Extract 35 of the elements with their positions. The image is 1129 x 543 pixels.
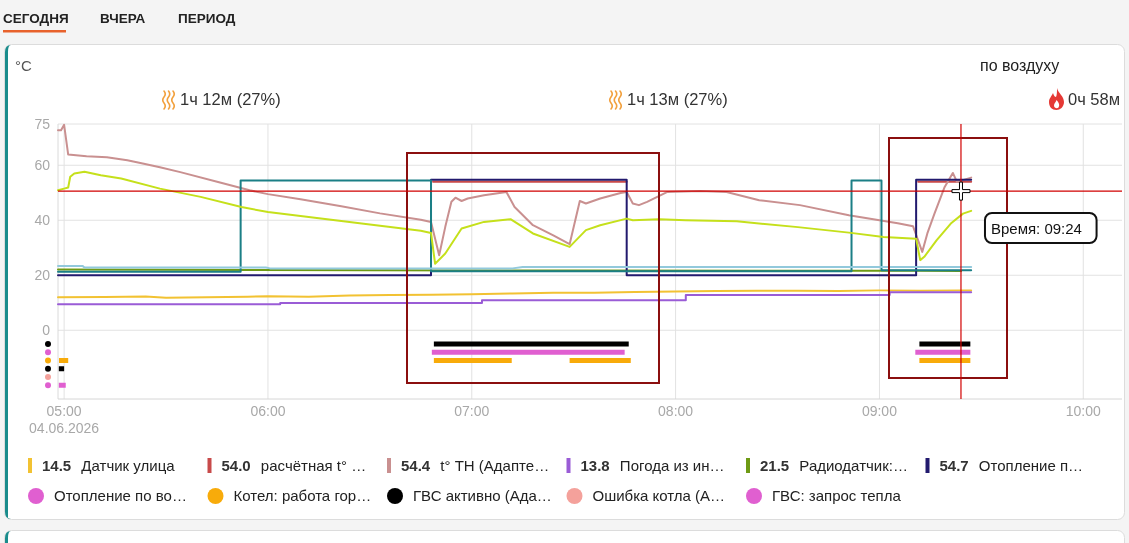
legend-label: ГВС: запрос тепла — [772, 487, 902, 504]
y-axis-title: °C — [15, 57, 32, 74]
x-tick-label: 09:00 — [861, 403, 898, 419]
y-tick-label: 40 — [34, 212, 51, 229]
legend-label: 54.4 t° ТН (Адапте… — [401, 457, 550, 474]
legend-label: 21.5 Радиодатчик:… — [760, 457, 908, 474]
legend-label: 14.5 Датчик улица — [42, 457, 176, 474]
y-tick-label: 20 — [34, 267, 51, 284]
x-tick-label: 05:00 — [46, 403, 82, 419]
legend-label: 13.8 Погода из ин… — [580, 457, 725, 474]
legend-label: 54.0 расчётная t° … — [221, 457, 367, 474]
x-tick-label: 08:00 — [658, 403, 694, 419]
line-series — [57, 170, 973, 265]
text: 0ч 58м — [1068, 90, 1121, 108]
y-tick-label: 75 — [34, 116, 51, 132]
text: ВЧЕРА — [100, 11, 146, 26]
text: 1ч 12м (27%) — [180, 90, 281, 108]
legend-label: 54.7 Отопление п… — [939, 457, 1084, 474]
y-tick-label: 0 — [42, 322, 51, 339]
x-tick-label: 10:00 — [1065, 403, 1101, 419]
y-tick-label: 60 — [34, 157, 51, 174]
legend-label: Котел: работа гор… — [233, 487, 372, 504]
line-series — [57, 289, 973, 299]
ref-line-label: Время: 09:24 — [990, 219, 1082, 237]
line-series — [57, 123, 973, 257]
text: 1ч 13м (27%) — [627, 90, 728, 108]
legend-label: Ошибка котла (А… — [592, 487, 726, 504]
text: ПЕРИОД — [178, 11, 236, 26]
text: 04.06.2026 — [29, 420, 100, 436]
legend-label: Отопление по во… — [54, 487, 187, 504]
text: СЕГОДНЯ — [3, 11, 69, 26]
text: по воздуху — [980, 57, 1060, 74]
x-tick-label: 06:00 — [250, 403, 286, 419]
x-tick-label: 07:00 — [454, 403, 490, 419]
legend-label: ГВС активно (Ада… — [413, 487, 552, 504]
